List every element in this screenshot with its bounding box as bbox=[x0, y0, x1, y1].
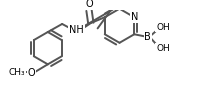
Text: OH: OH bbox=[156, 23, 170, 32]
Text: CH₃: CH₃ bbox=[9, 68, 26, 77]
Text: O: O bbox=[85, 0, 93, 9]
Text: O: O bbox=[28, 68, 35, 78]
Text: OH: OH bbox=[156, 44, 170, 53]
Text: N: N bbox=[131, 12, 138, 22]
Text: NH: NH bbox=[69, 25, 84, 35]
Text: B: B bbox=[144, 32, 151, 42]
